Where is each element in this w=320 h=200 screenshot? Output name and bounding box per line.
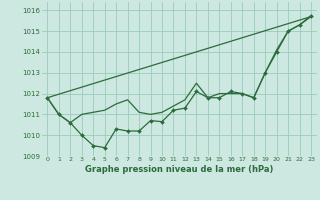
X-axis label: Graphe pression niveau de la mer (hPa): Graphe pression niveau de la mer (hPa) (85, 165, 273, 174)
